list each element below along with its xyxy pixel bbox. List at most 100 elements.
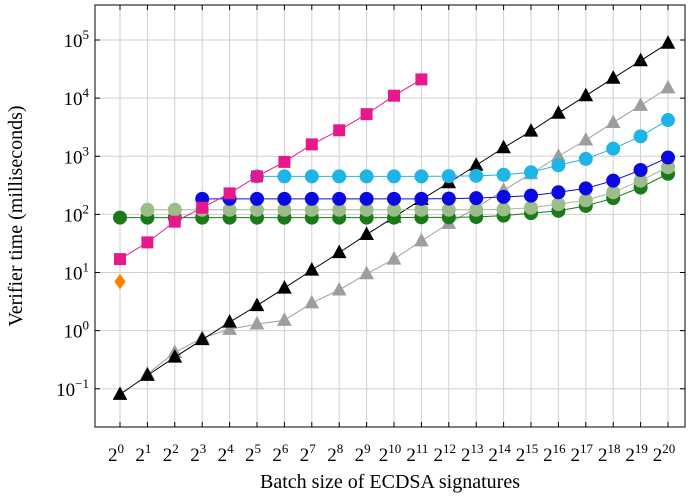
marker: [196, 201, 209, 214]
x-axis-label: Batch size of ECDSA signatures: [260, 471, 520, 493]
marker: [633, 163, 648, 178]
marker: [388, 89, 400, 102]
y-tick-label: 103: [64, 143, 90, 168]
marker: [277, 169, 292, 184]
series-line: [202, 157, 669, 200]
marker: [359, 191, 374, 206]
marker: [578, 132, 594, 146]
marker: [660, 79, 676, 94]
marker: [304, 262, 320, 276]
marker: [277, 312, 292, 326]
marker: [386, 251, 402, 265]
marker: [141, 236, 154, 249]
x-tick-label: 211: [406, 441, 428, 466]
x-tick-label: 24: [218, 441, 235, 466]
marker: [414, 191, 429, 206]
marker: [661, 150, 675, 165]
series-line: [119, 78, 422, 260]
marker: [277, 191, 292, 206]
marker: [633, 129, 648, 144]
marker: [524, 165, 538, 180]
x-tick-label: 210: [379, 441, 402, 466]
marker: [496, 167, 511, 182]
marker: [578, 151, 593, 166]
marker: [496, 202, 511, 217]
marker: [113, 210, 127, 225]
marker: [359, 226, 374, 241]
y-tick-label: 105: [64, 27, 90, 52]
marker: [441, 191, 456, 206]
marker: [250, 191, 264, 206]
plot-frame: [94, 4, 686, 428]
marker: [277, 280, 292, 294]
marker: [114, 273, 126, 290]
marker: [469, 168, 484, 183]
y-tick-label: 104: [64, 85, 90, 110]
x-tick-label: 28: [327, 441, 343, 466]
marker: [332, 169, 347, 184]
marker: [167, 202, 182, 217]
marker: [304, 191, 319, 206]
marker: [305, 138, 318, 151]
marker: [112, 386, 128, 400]
marker: [168, 215, 181, 228]
marker: [524, 188, 538, 203]
marker: [304, 294, 320, 309]
marker: [114, 253, 126, 266]
x-tick-label: 217: [571, 441, 594, 466]
y-tick-label: 102: [64, 201, 90, 226]
marker: [304, 169, 319, 184]
x-tick-label: 21: [135, 441, 151, 466]
y-axis-label: Verifier time (milliseconds): [5, 105, 27, 326]
marker: [331, 281, 347, 296]
marker: [661, 113, 675, 128]
marker: [551, 105, 566, 119]
x-tick-label: 215: [516, 441, 539, 466]
y-tick-label: 100: [64, 318, 90, 343]
marker: [633, 97, 648, 111]
marker: [523, 123, 539, 137]
marker: [387, 169, 401, 184]
marker: [140, 202, 155, 217]
marker: [551, 197, 566, 212]
x-tick-label: 23: [190, 441, 206, 466]
marker: [469, 202, 484, 217]
marker: [633, 52, 648, 67]
marker: [660, 35, 676, 49]
marker: [496, 189, 511, 204]
marker: [524, 200, 538, 215]
x-tick-label: 213: [461, 441, 484, 466]
marker: [414, 232, 429, 247]
marker: [278, 155, 291, 168]
x-tick-label: 27: [300, 441, 317, 466]
marker: [469, 191, 484, 206]
x-tick-label: 212: [434, 441, 457, 466]
marker: [333, 124, 346, 137]
x-tick-label: 26: [272, 441, 289, 466]
y-tick-label: 101: [64, 260, 90, 285]
marker: [140, 367, 155, 381]
marker: [387, 191, 401, 206]
marker: [223, 187, 236, 200]
x-tick-label: 214: [488, 441, 511, 466]
marker: [605, 70, 621, 84]
x-tick-label: 25: [245, 441, 261, 466]
series-line: [257, 119, 669, 177]
marker: [496, 139, 511, 154]
x-tick-label: 218: [598, 441, 621, 466]
marker: [222, 321, 237, 335]
marker: [606, 185, 621, 200]
marker: [249, 315, 265, 330]
marker: [551, 158, 566, 173]
x-tick-label: 219: [625, 441, 648, 466]
marker: [414, 169, 429, 184]
marker: [167, 349, 183, 363]
x-tick-label: 22: [163, 441, 179, 466]
marker: [606, 141, 621, 156]
x-tick-label: 29: [355, 441, 371, 466]
y-tick-label: 10−1: [56, 376, 89, 401]
marker: [468, 157, 484, 171]
marker: [360, 108, 373, 121]
marker: [332, 191, 347, 206]
